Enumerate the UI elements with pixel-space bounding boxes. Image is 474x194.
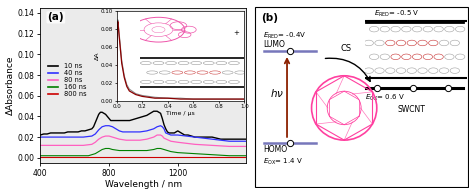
Text: $E_\mathrm{RED}$= -0.4V: $E_\mathrm{RED}$= -0.4V <box>263 31 307 41</box>
Text: (a): (a) <box>47 12 64 23</box>
Text: CS: CS <box>341 44 352 53</box>
Text: LUMO: LUMO <box>263 40 285 49</box>
Text: (b): (b) <box>261 13 278 23</box>
Text: HOMO: HOMO <box>263 145 287 154</box>
Y-axis label: ΔAbsorbance: ΔAbsorbance <box>6 56 15 115</box>
Text: $E_\mathrm{OX}$= 0.6 V: $E_\mathrm{OX}$= 0.6 V <box>365 93 405 103</box>
Text: $E_\mathrm{RED}$= -0.5 V: $E_\mathrm{RED}$= -0.5 V <box>374 9 420 19</box>
Text: SWCNT: SWCNT <box>397 105 425 114</box>
Text: $E_\mathrm{OX}$= 1.4 V: $E_\mathrm{OX}$= 1.4 V <box>263 157 303 167</box>
FancyBboxPatch shape <box>255 7 468 187</box>
Text: $h\nu$: $h\nu$ <box>270 87 284 99</box>
Legend: 10 ns, 40 ns, 80 ns, 160 ns, 800 ns: 10 ns, 40 ns, 80 ns, 160 ns, 800 ns <box>46 61 89 100</box>
X-axis label: Wavelength / nm: Wavelength / nm <box>105 180 182 189</box>
